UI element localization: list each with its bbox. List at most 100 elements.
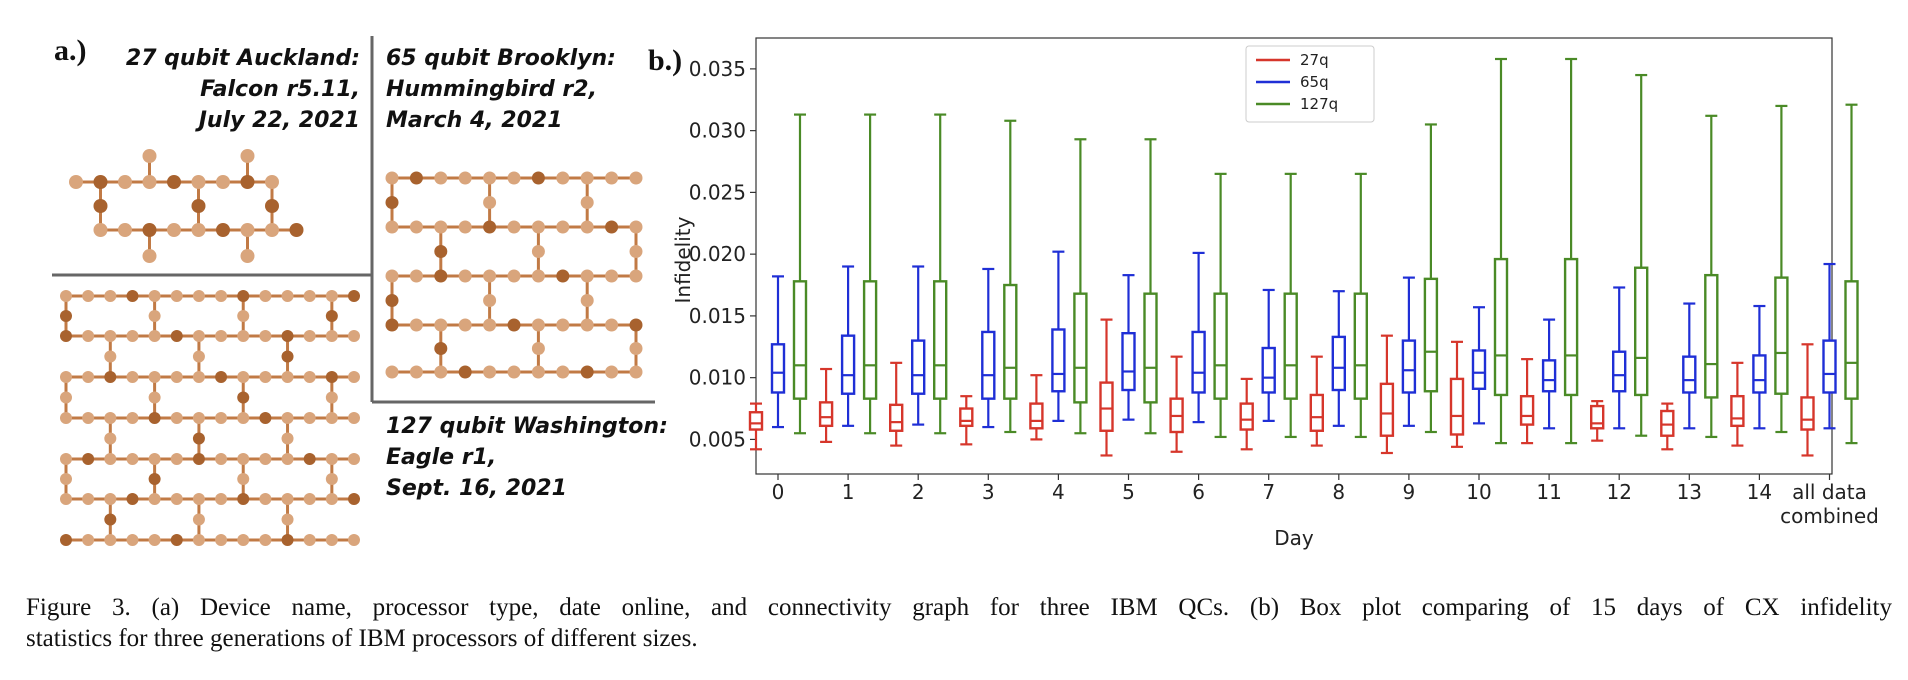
- y-tick-label: 0.025: [689, 180, 746, 204]
- brooklyn-qubit-node: [434, 342, 448, 355]
- brooklyn-device-title: 65 qubit Brooklyn: Hummingbird r2, March…: [386, 43, 616, 136]
- washington-qubit-node: [215, 330, 228, 342]
- box: [1752, 354, 1767, 394]
- washington-qubit-node: [281, 432, 294, 445]
- box: [1121, 331, 1136, 392]
- washington-qubit-node: [281, 534, 294, 546]
- washington-qubit-node: [259, 330, 272, 342]
- box: [1822, 339, 1837, 394]
- panel-b-label: b.): [648, 44, 683, 77]
- washington-qubit-node: [126, 290, 139, 302]
- washington-qubit-node: [259, 534, 272, 546]
- washington-qubit-node: [104, 432, 117, 445]
- box: [1541, 359, 1557, 393]
- washington-qubit-node: [148, 412, 161, 424]
- auckland-qubit-node: [142, 149, 157, 163]
- washington-qubit-node: [104, 493, 117, 505]
- washington-qubit-node: [170, 493, 183, 505]
- box: [933, 280, 948, 400]
- brooklyn-qubit-node: [580, 196, 594, 209]
- washington-qubit-node: [348, 412, 360, 424]
- auckland-qubit-node: [142, 175, 157, 189]
- y-tick-label: 0.005: [689, 427, 746, 451]
- brooklyn-qubit-node: [580, 269, 594, 283]
- brooklyn-qubit-node: [385, 269, 399, 283]
- washington-qubit-node: [82, 412, 95, 424]
- brooklyn-qubit-node: [409, 318, 423, 332]
- auckland-qubit-node: [93, 175, 108, 189]
- washington-qubit-node: [126, 493, 139, 505]
- washington-qubit-node: [104, 453, 117, 465]
- y-tick-label: 0.015: [689, 304, 746, 328]
- washington-qubit-node: [325, 453, 338, 465]
- washington-qubit-node: [192, 290, 205, 302]
- auckland-title-line-3: July 22, 2021: [198, 108, 360, 133]
- washington-title-line-3: Sept. 16, 2021: [386, 476, 567, 501]
- brooklyn-qubit-node: [483, 269, 497, 283]
- washington-qubit-node: [82, 371, 95, 383]
- washington-qubit-node: [303, 493, 316, 505]
- brooklyn-qubit-node: [531, 342, 545, 355]
- box: [1730, 394, 1745, 428]
- washington-qubit-node: [348, 453, 360, 465]
- y-tick-label: 0.030: [689, 119, 746, 143]
- legend-label-65q: 65q: [1300, 73, 1329, 91]
- box: [748, 411, 764, 431]
- box: [1844, 280, 1859, 400]
- y-axis: 0.005 0.010 0.015 0.020 0.025 0.030 0.035: [689, 57, 756, 451]
- washington-qubit-node: [237, 473, 250, 485]
- brooklyn-qubit-node: [605, 171, 619, 185]
- auckland-connectivity-graph: [69, 149, 304, 263]
- x-tick-label: 4: [1052, 480, 1065, 504]
- washington-qubit-node: [104, 350, 117, 363]
- washington-qubit-node: [192, 350, 205, 363]
- washington-qubit-node: [259, 290, 272, 302]
- box: [1331, 335, 1347, 392]
- box: [1682, 355, 1697, 394]
- brooklyn-qubit-node: [434, 269, 448, 283]
- washington-qubit-node: [259, 453, 272, 465]
- brooklyn-qubit-node: [458, 365, 472, 379]
- box-series: [748, 57, 1859, 457]
- box: [1704, 273, 1719, 399]
- washington-qubit-node: [237, 534, 250, 546]
- box: [1309, 393, 1325, 432]
- auckland-qubit-node: [191, 175, 206, 189]
- brooklyn-qubit-node: [556, 365, 570, 379]
- brooklyn-qubit-node: [458, 269, 472, 283]
- washington-qubit-node: [281, 290, 294, 302]
- brooklyn-qubit-node: [507, 318, 521, 332]
- box: [1401, 339, 1417, 394]
- auckland-qubit-node: [118, 175, 132, 189]
- washington-qubit-node: [215, 493, 228, 505]
- washington-qubit-node: [303, 453, 316, 465]
- brooklyn-qubit-node: [458, 171, 472, 185]
- box: [1449, 377, 1465, 436]
- washington-qubit-node: [325, 534, 338, 546]
- y-tick-label: 0.010: [689, 366, 746, 390]
- box: [1239, 402, 1254, 431]
- box: [889, 403, 904, 432]
- washington-qubit-node: [82, 493, 95, 505]
- washington-qubit-node: [82, 534, 95, 546]
- brooklyn-qubit-node: [605, 269, 619, 283]
- auckland-qubit-node: [240, 223, 255, 237]
- box: [1611, 350, 1627, 393]
- auckland-qubit-node: [167, 223, 181, 237]
- brooklyn-qubit-node: [434, 171, 448, 185]
- box: [1800, 396, 1815, 431]
- brooklyn-qubit-node: [458, 220, 472, 234]
- auckland-qubit-node: [69, 175, 83, 189]
- auckland-qubit-node: [93, 199, 108, 213]
- washington-qubit-node: [170, 290, 183, 302]
- brooklyn-qubit-node: [385, 294, 399, 307]
- brooklyn-qubit-node: [605, 220, 619, 234]
- connectivity-graphs: [52, 36, 655, 546]
- box: [959, 407, 974, 428]
- x-tick-label: 8: [1332, 480, 1345, 504]
- auckland-qubit-node: [118, 223, 132, 237]
- brooklyn-qubit-node: [385, 196, 399, 209]
- box: [1283, 292, 1298, 400]
- brooklyn-title-line-2: Hummingbird r2,: [386, 77, 597, 102]
